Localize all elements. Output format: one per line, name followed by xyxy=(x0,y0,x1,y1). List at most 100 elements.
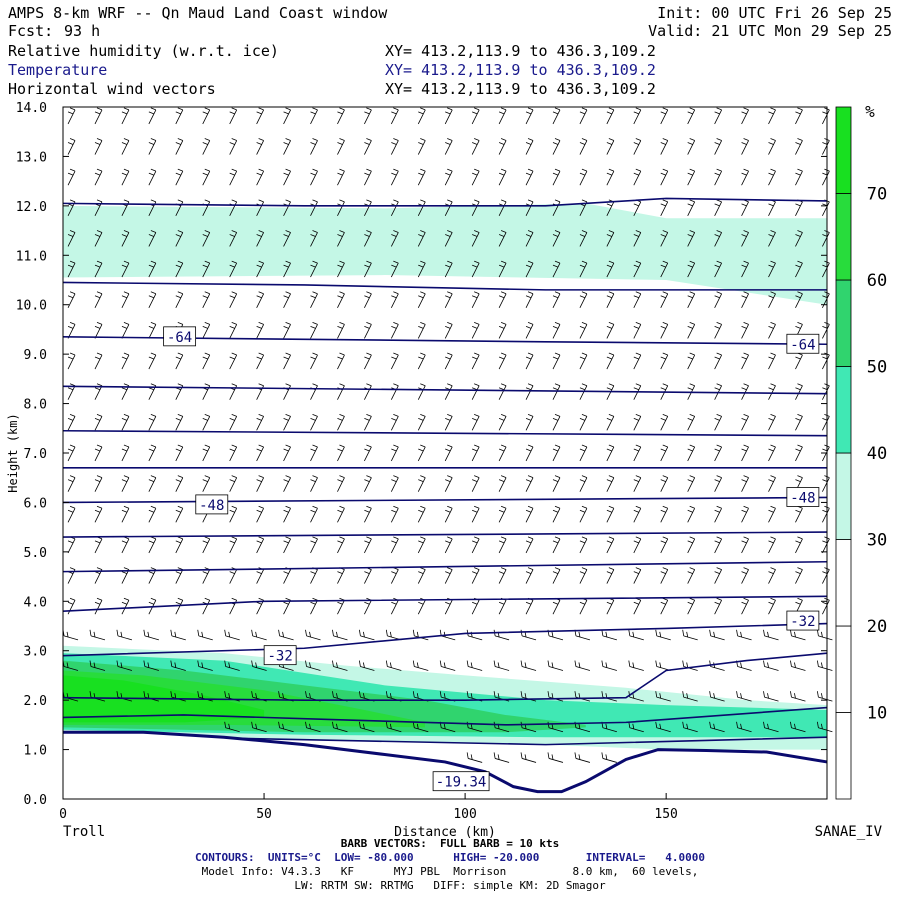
wind-barb xyxy=(687,597,696,615)
wind-barb xyxy=(633,291,642,308)
wind-barb xyxy=(741,322,749,339)
wind-barb xyxy=(525,567,534,584)
wind-barb xyxy=(628,691,644,702)
wind-barb xyxy=(790,691,806,702)
wind-barb xyxy=(94,383,103,400)
wind-barb xyxy=(768,199,776,217)
wind-barb xyxy=(579,230,588,247)
field-xy-rh: XY= 413.2,113.9 to 436.3,109.2 xyxy=(385,42,656,60)
wind-barb xyxy=(795,444,803,462)
wind-barb xyxy=(795,168,803,186)
wind-barb xyxy=(687,567,696,584)
wind-barb xyxy=(337,383,345,400)
wind-barb xyxy=(795,260,803,278)
wind-barb xyxy=(579,107,588,125)
colorbar-label: 60 xyxy=(867,271,887,291)
wind-barb xyxy=(768,352,776,370)
wind-barb xyxy=(175,444,184,462)
wind-barb xyxy=(116,629,133,641)
wind-barb xyxy=(714,567,722,584)
wind-barb xyxy=(283,597,291,615)
wind-barb xyxy=(822,597,830,615)
isotherm-line-6 xyxy=(62,496,828,504)
wind-barb xyxy=(229,383,238,400)
wind-barb xyxy=(148,230,157,247)
wind-barb xyxy=(579,322,588,339)
wind-barb xyxy=(148,291,157,308)
wind-barb xyxy=(471,322,480,339)
x-tick-label: 50 xyxy=(256,807,272,822)
wind-barb xyxy=(795,383,803,400)
wind-barb xyxy=(660,199,669,217)
wind-barb xyxy=(714,199,722,217)
wind-barb xyxy=(525,444,534,462)
wind-barb xyxy=(364,567,372,584)
wind-barb xyxy=(660,107,669,125)
wind-barb xyxy=(552,291,561,308)
wind-barb xyxy=(121,107,130,125)
wind-barb xyxy=(714,138,722,155)
wind-barb xyxy=(552,107,561,125)
wind-barb xyxy=(224,721,240,733)
wind-barb xyxy=(67,260,76,278)
wind-barb xyxy=(606,107,615,125)
wind-barb xyxy=(606,291,615,308)
wind-barb xyxy=(170,660,186,671)
wind-barb xyxy=(525,597,534,615)
wind-barb xyxy=(471,505,480,523)
wind-barb xyxy=(552,597,561,615)
wind-barb xyxy=(229,597,238,615)
wind-barb xyxy=(525,230,534,247)
wind-barb xyxy=(795,567,803,584)
wind-barb xyxy=(67,505,76,523)
wind-barb xyxy=(417,230,426,247)
model-info-1: Model Info: V4.3.3 KF MYJ PBL Morrison 8… xyxy=(201,865,699,878)
wind-barb xyxy=(337,352,345,370)
wind-barb xyxy=(822,107,830,125)
wind-barb xyxy=(121,567,130,584)
wind-barb xyxy=(332,629,348,641)
wind-barb xyxy=(170,629,186,641)
wind-barb xyxy=(256,413,264,431)
colorbar-label: 30 xyxy=(867,531,887,551)
wind-barb xyxy=(417,322,426,339)
wind-barb xyxy=(256,107,264,125)
wind-barb xyxy=(310,597,318,615)
wind-barb xyxy=(682,691,698,702)
wind-barb xyxy=(278,721,294,733)
wind-barb xyxy=(148,138,157,155)
wind-barb xyxy=(67,597,76,615)
wind-barb xyxy=(633,230,642,247)
wind-barb xyxy=(197,660,213,671)
wind-barb xyxy=(498,168,507,186)
wind-barb xyxy=(768,291,776,308)
y-axis-label: Height (km) xyxy=(6,413,20,492)
wind-barb xyxy=(364,138,372,155)
wind-barb xyxy=(660,230,669,247)
wind-barb xyxy=(390,322,399,339)
wind-barb xyxy=(709,691,725,702)
wind-barb xyxy=(202,138,211,155)
wind-barb xyxy=(763,660,779,671)
wind-barb xyxy=(714,322,722,339)
wind-barb xyxy=(305,660,321,671)
wind-barb xyxy=(67,567,76,584)
wind-barb xyxy=(175,107,184,125)
wind-barb xyxy=(606,230,615,247)
wind-barb xyxy=(224,660,240,671)
wind-barb xyxy=(471,107,480,125)
wind-barb xyxy=(202,597,211,615)
wind-barb xyxy=(202,260,211,278)
wind-barb xyxy=(741,291,749,308)
wind-barb xyxy=(256,352,264,370)
wind-barb xyxy=(709,721,725,733)
isotherm-line-8 xyxy=(62,560,828,573)
isotherm-line-9 xyxy=(62,595,828,612)
wind-barb xyxy=(574,660,591,671)
wind-barb xyxy=(305,629,321,641)
isotherm-line-10 xyxy=(62,622,828,657)
wind-barb xyxy=(202,413,211,431)
wind-barb xyxy=(121,475,130,492)
wind-barb xyxy=(633,444,642,462)
wind-barb xyxy=(579,567,588,584)
